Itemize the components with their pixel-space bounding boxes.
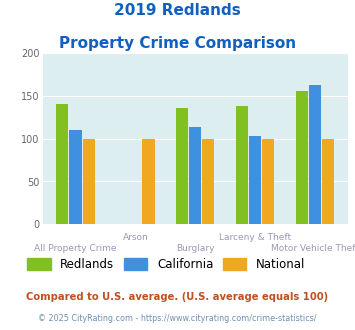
- Text: © 2025 CityRating.com - https://www.cityrating.com/crime-statistics/: © 2025 CityRating.com - https://www.city…: [38, 314, 317, 323]
- Bar: [249, 136, 261, 224]
- Text: Compared to U.S. average. (U.S. average equals 100): Compared to U.S. average. (U.S. average …: [26, 292, 329, 302]
- Bar: [142, 139, 155, 224]
- Text: Arson: Arson: [122, 233, 148, 242]
- Bar: [189, 127, 201, 224]
- Bar: [322, 139, 334, 224]
- Text: All Property Crime: All Property Crime: [34, 244, 117, 253]
- Bar: [236, 106, 248, 224]
- Text: Larceny & Theft: Larceny & Theft: [219, 233, 291, 242]
- Legend: Redlands, California, National: Redlands, California, National: [27, 258, 305, 271]
- Text: Burglary: Burglary: [176, 244, 214, 253]
- Bar: [83, 139, 95, 224]
- Bar: [202, 139, 214, 224]
- Text: 2019 Redlands: 2019 Redlands: [114, 3, 241, 18]
- Bar: [262, 139, 274, 224]
- Text: Property Crime Comparison: Property Crime Comparison: [59, 36, 296, 51]
- Bar: [56, 104, 69, 224]
- Bar: [296, 91, 308, 224]
- Bar: [70, 130, 82, 224]
- Text: Motor Vehicle Theft: Motor Vehicle Theft: [271, 244, 355, 253]
- Bar: [309, 84, 321, 224]
- Bar: [176, 108, 188, 224]
